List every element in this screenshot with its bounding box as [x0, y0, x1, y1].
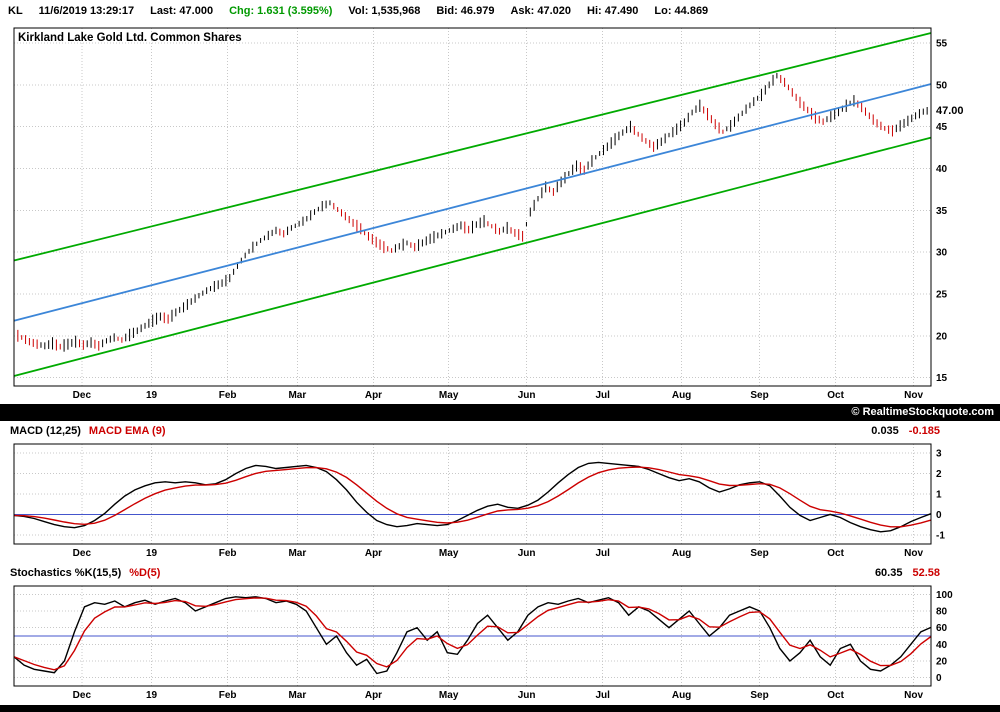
- svg-text:Sep: Sep: [750, 390, 768, 401]
- svg-text:Nov: Nov: [904, 548, 923, 559]
- low-price: Lo: 44.869: [654, 5, 709, 17]
- watermark-link[interactable]: © RealtimeStockquote.com: [851, 406, 994, 418]
- svg-text:40: 40: [936, 164, 948, 175]
- svg-text:Kirkland Lake Gold Ltd. Common: Kirkland Lake Gold Ltd. Common Shares: [18, 32, 242, 44]
- macd-values: 0.035 -0.185: [871, 425, 940, 437]
- stochastics-signal-label: %D(5): [129, 567, 161, 579]
- svg-text:Nov: Nov: [904, 690, 923, 701]
- svg-text:Feb: Feb: [219, 548, 237, 559]
- svg-text:2: 2: [936, 469, 942, 480]
- svg-text:Jul: Jul: [595, 690, 610, 701]
- change-value: Chg: 1.631 (3.595%): [229, 5, 333, 17]
- bottom-bar: [0, 705, 1000, 712]
- ticker-symbol: KL: [8, 5, 23, 17]
- macd-value: 0.035: [871, 425, 899, 437]
- svg-text:May: May: [439, 548, 459, 559]
- svg-text:100: 100: [936, 590, 953, 601]
- svg-text:Jun: Jun: [518, 390, 536, 401]
- svg-text:Dec: Dec: [73, 390, 92, 401]
- svg-text:20: 20: [936, 331, 948, 342]
- svg-text:Aug: Aug: [672, 548, 691, 559]
- svg-text:Feb: Feb: [219, 690, 237, 701]
- svg-text:20: 20: [936, 657, 948, 668]
- svg-text:Mar: Mar: [288, 548, 306, 559]
- svg-text:45: 45: [936, 122, 948, 133]
- macd-chart: -1 0 1 2 3 Dec 19 Feb Mar Apr May Jun Jul Aug Sep Oct No…: [13, 443, 945, 559]
- svg-text:0: 0: [936, 510, 942, 521]
- high-price: Hi: 47.490: [587, 5, 639, 17]
- svg-text:Feb: Feb: [219, 390, 237, 401]
- svg-text:May: May: [439, 390, 459, 401]
- volume: Vol: 1,535,968: [348, 5, 421, 17]
- svg-text:25: 25: [936, 289, 948, 300]
- svg-text:Apr: Apr: [365, 390, 382, 401]
- svg-text:Oct: Oct: [827, 690, 844, 701]
- stochastics-label: Stochastics %K(15,5): [10, 567, 122, 579]
- svg-text:3: 3: [936, 449, 942, 460]
- svg-text:Dec: Dec: [73, 548, 92, 559]
- svg-text:Sep: Sep: [750, 548, 768, 559]
- stochastics-values: 60.35 52.58: [875, 567, 940, 579]
- quote-timestamp: 11/6/2019 13:29:17: [38, 5, 135, 17]
- svg-text:Nov: Nov: [904, 390, 923, 401]
- svg-text:Oct: Oct: [827, 390, 844, 401]
- svg-text:Aug: Aug: [672, 690, 691, 701]
- svg-text:60: 60: [936, 623, 948, 634]
- svg-text:19: 19: [146, 690, 158, 701]
- svg-text:Jul: Jul: [595, 548, 610, 559]
- svg-text:Apr: Apr: [365, 548, 382, 559]
- svg-text:47.00: 47.00: [936, 105, 964, 117]
- macd-signal-value: -0.185: [908, 425, 940, 437]
- svg-text:-1: -1: [936, 530, 945, 541]
- svg-text:30: 30: [936, 248, 948, 259]
- svg-text:Oct: Oct: [827, 548, 844, 559]
- svg-text:Aug: Aug: [672, 390, 691, 401]
- svg-text:Jun: Jun: [518, 548, 536, 559]
- svg-text:0: 0: [936, 673, 942, 684]
- svg-text:Mar: Mar: [288, 690, 306, 701]
- svg-text:80: 80: [936, 607, 948, 618]
- macd-signal-label: MACD EMA (9): [88, 425, 166, 437]
- quote-header: KL 11/6/2019 13:29:17 Last: 47.000 Chg: …: [0, 0, 1000, 22]
- price-chart: 15 20 25 30 35 40 45 50 55 47.00 Dec 19 Feb Mar Apr May…: [13, 27, 964, 401]
- stochastics-header: Stochastics %K(15,5) %D(5) 60.35 52.58: [0, 563, 1000, 583]
- svg-text:19: 19: [146, 548, 158, 559]
- bid-price: Bid: 46.979: [436, 5, 495, 17]
- ask-price: Ask: 47.020: [510, 5, 571, 17]
- macd-header: MACD (12,25) MACD EMA (9) 0.035 -0.185: [0, 421, 1000, 441]
- watermark-bar: © RealtimeStockquote.com: [0, 404, 1000, 421]
- svg-text:May: May: [439, 690, 459, 701]
- svg-text:55: 55: [936, 39, 948, 50]
- svg-text:Mar: Mar: [288, 390, 306, 401]
- svg-text:15: 15: [936, 373, 948, 384]
- stochastics-signal-value: 52.58: [912, 567, 940, 579]
- svg-text:Dec: Dec: [73, 690, 92, 701]
- last-price: Last: 47.000: [150, 5, 214, 17]
- svg-text:50: 50: [936, 80, 948, 91]
- svg-text:Sep: Sep: [750, 690, 768, 701]
- stochastics-chart: 0 20 40 60 80 100 Dec 19 Feb Mar Apr May Jun Jul Aug Se…: [13, 585, 953, 701]
- svg-text:Jul: Jul: [595, 390, 610, 401]
- stochastics-value: 60.35: [874, 567, 903, 579]
- svg-text:19: 19: [146, 390, 158, 401]
- svg-text:Jun: Jun: [518, 690, 536, 701]
- macd-label: MACD (12,25): [10, 425, 81, 437]
- svg-text:Apr: Apr: [365, 690, 382, 701]
- svg-text:40: 40: [936, 640, 948, 651]
- svg-text:35: 35: [936, 206, 948, 217]
- svg-text:1: 1: [936, 490, 942, 501]
